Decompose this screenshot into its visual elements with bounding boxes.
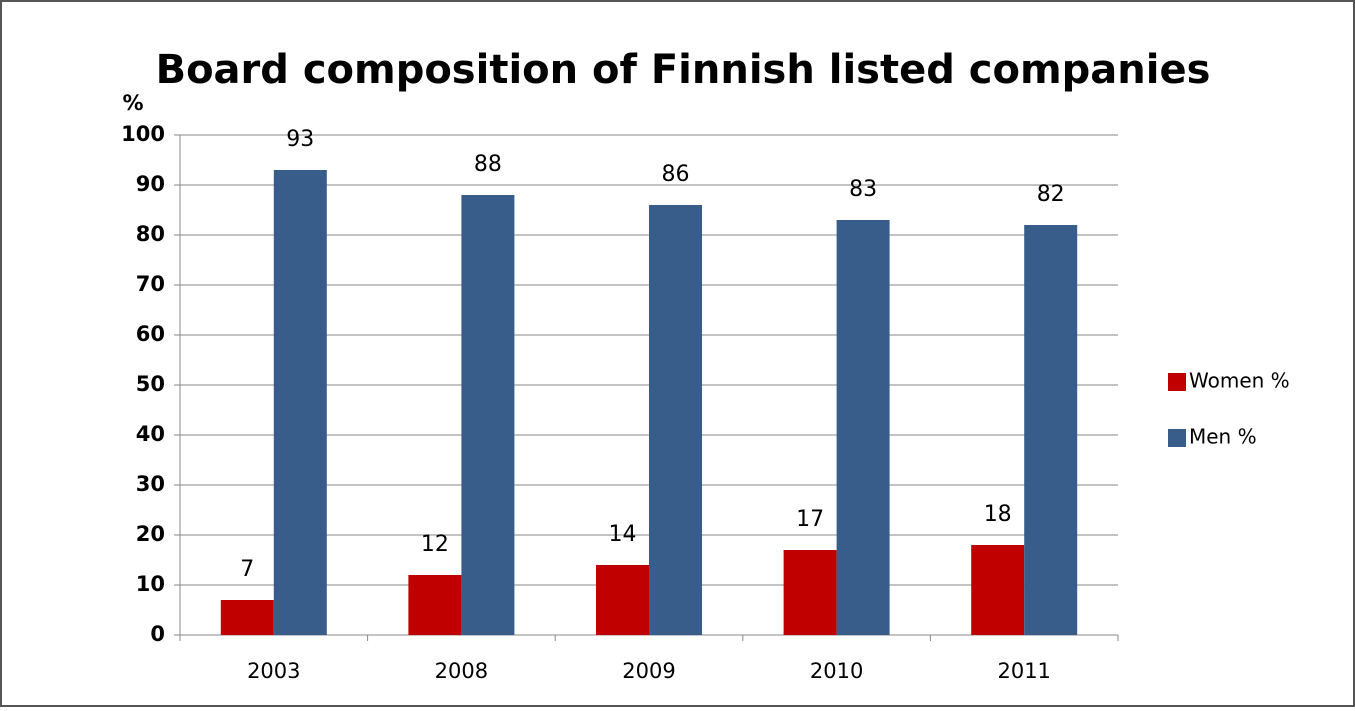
bar <box>273 170 327 635</box>
bar <box>1024 225 1078 635</box>
x-tick-label: 2008 <box>435 659 488 683</box>
data-label: 88 <box>474 152 502 177</box>
data-label: 83 <box>849 177 877 202</box>
y-tick-label: 60 <box>136 322 165 346</box>
y-tick-label: 50 <box>136 372 165 396</box>
legend-swatch <box>1168 429 1186 447</box>
x-tick-label: 2003 <box>247 659 300 683</box>
data-label: 14 <box>609 522 637 547</box>
data-label: 12 <box>421 532 449 557</box>
y-tick-label: 10 <box>136 572 165 596</box>
data-label: 17 <box>796 507 824 532</box>
bar <box>408 575 462 635</box>
x-tick-label: 2011 <box>997 659 1050 683</box>
y-tick-label: 100 <box>121 122 165 146</box>
data-label: 93 <box>286 127 314 152</box>
chart-title: Board composition of Finnish listed comp… <box>156 47 1211 93</box>
x-tick-label: 2010 <box>810 659 863 683</box>
bar <box>783 550 837 635</box>
y-tick-label: 70 <box>136 272 165 296</box>
legend-label: Men % <box>1189 425 1257 449</box>
y-tick-label: 0 <box>150 622 165 646</box>
y-tick-label: 90 <box>136 172 165 196</box>
legend-swatch <box>1168 373 1186 391</box>
data-label: 82 <box>1037 182 1065 207</box>
data-label: 7 <box>240 557 254 582</box>
y-tick-label: 80 <box>136 222 165 246</box>
bar <box>649 205 702 635</box>
data-label: 86 <box>662 162 690 187</box>
x-tick-label: 2009 <box>622 659 675 683</box>
y-tick-label: 20 <box>136 522 165 546</box>
data-label: 18 <box>984 502 1012 527</box>
y-axis-label: % <box>122 91 143 115</box>
bar <box>836 220 890 635</box>
bar <box>596 565 649 635</box>
bar <box>220 600 274 635</box>
bar <box>461 195 515 635</box>
y-tick-label: 40 <box>136 422 165 446</box>
bar <box>971 545 1025 635</box>
legend-label: Women % <box>1189 369 1290 393</box>
y-tick-label: 30 <box>136 472 165 496</box>
